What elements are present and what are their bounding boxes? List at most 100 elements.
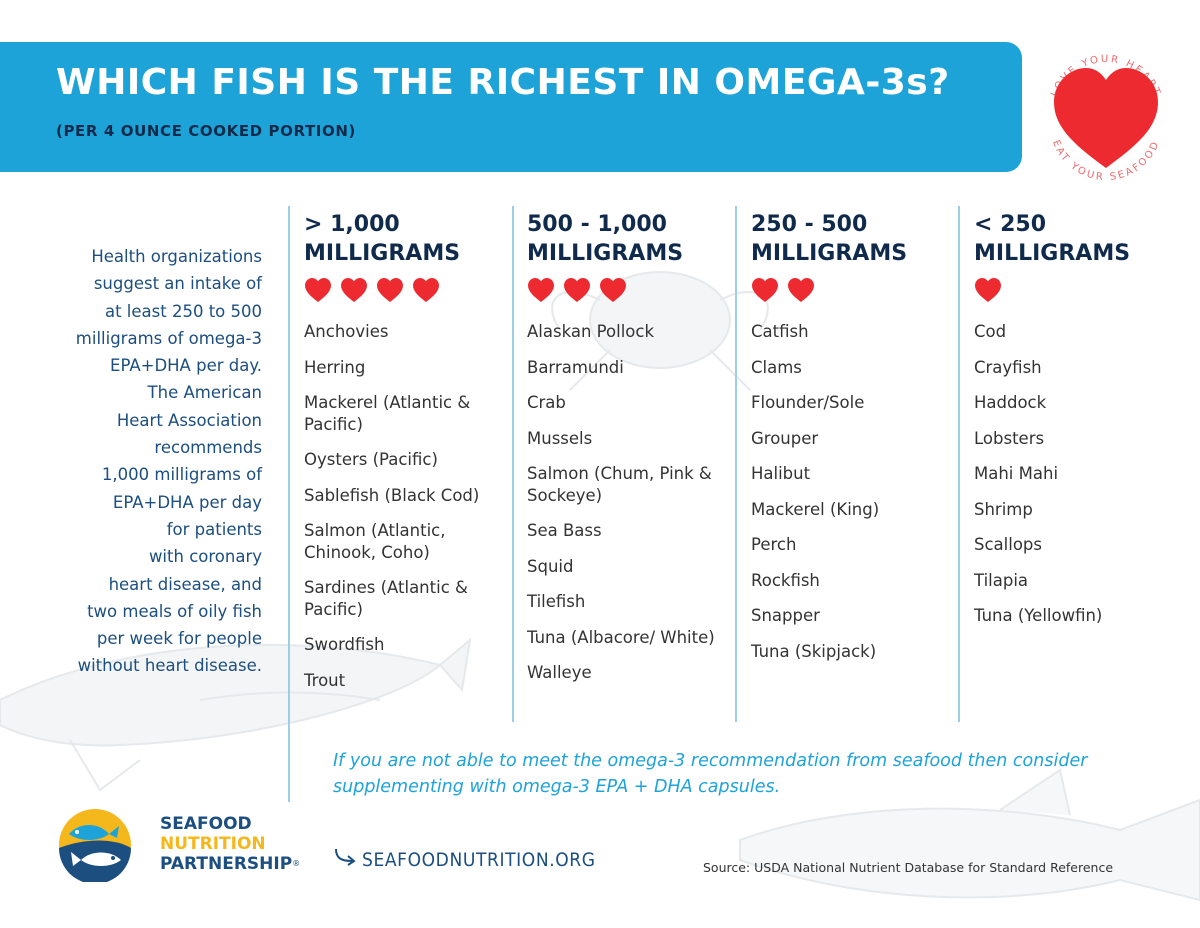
title-banner: WHICH FISH IS THE RICHEST IN OMEGA-3s? (… — [0, 42, 1022, 172]
heading-unit: MILLIGRAMS — [527, 241, 684, 266]
intro-line: two meals of oily fish — [87, 601, 262, 621]
curved-arrow-icon — [335, 848, 356, 866]
fish-item: Barramundi — [527, 357, 624, 377]
column-divider — [512, 206, 514, 722]
fish-item: Mussels — [527, 428, 593, 448]
fish-item: Tuna (Skipjack) — [751, 641, 877, 661]
column-heading: > 1,000 MILLIGRAMS — [304, 210, 516, 268]
heart-rating — [751, 277, 963, 305]
heading-unit: MILLIGRAMS — [304, 241, 461, 266]
heart-icon — [564, 278, 590, 302]
fish-list: Catfish Clams Flounder/Sole Grouper Halibut M… — [751, 321, 963, 662]
heart-icon — [305, 278, 331, 302]
fish-item: Tilapia — [974, 570, 1029, 590]
fish-item: Catfish — [751, 322, 809, 341]
fish-list: Cod Crayfish Haddock Lobsters Mahi Mahi Shrim… — [974, 321, 1186, 627]
fish-item: Mackerel (Atlantic & Pacific) — [304, 393, 471, 434]
fish-item: Crab — [527, 393, 566, 412]
intro-line: per week for people — [96, 629, 262, 649]
page-title: WHICH FISH IS THE RICHEST IN OMEGA-3s? — [56, 62, 950, 103]
intro-line: for patients — [166, 519, 262, 539]
intro-paragraph: Health organizations suggest an intake of… — [40, 243, 262, 680]
heart-rating — [304, 277, 516, 305]
fish-item: Mackerel (King) — [751, 499, 880, 519]
intro-line: milligrams of omega-3 — [75, 328, 262, 348]
column-under-250: < 250 MILLIGRAMS Cod Crayfish Haddock Lobst… — [974, 210, 1186, 641]
intro-line: EPA+DHA per day — [112, 492, 262, 512]
fish-list: Alaskan Pollock Barramundi Crab Mussels Salm… — [527, 321, 739, 684]
intro-line: Health organizations — [91, 247, 262, 266]
fish-item: Squid — [527, 556, 574, 576]
fish-item: Swordfish — [304, 635, 385, 654]
logo-line3: PARTNERSHIP — [160, 854, 293, 874]
fish-item: Crayfish — [974, 357, 1042, 377]
heart-icon — [788, 278, 814, 302]
column-divider — [958, 206, 960, 722]
column-divider — [288, 206, 290, 802]
heading-range: > 1,000 — [304, 212, 400, 237]
intro-line: without heart disease. — [77, 656, 262, 676]
fish-item: Sablefish (Black Cod) — [304, 485, 480, 505]
seafood-nutrition-logo-icon — [59, 809, 131, 882]
heart-icon — [377, 278, 403, 302]
fish-item: Tuna (Yellowfin) — [974, 606, 1103, 625]
source-citation: Source: USDA National Nutrient Database … — [703, 860, 1114, 875]
heading-unit: MILLIGRAMS — [974, 241, 1131, 266]
intro-line: heart disease, and — [108, 574, 262, 594]
fish-item: Alaskan Pollock — [527, 322, 655, 341]
heart-icon — [600, 278, 626, 302]
fish-item: Perch — [751, 535, 797, 554]
fish-item: Anchovies — [304, 322, 389, 341]
intro-line: recommends — [154, 438, 262, 458]
heart-icon — [341, 278, 367, 302]
logo-wordmark: SEAFOOD NUTRITION PARTNERSHIP® — [160, 814, 300, 874]
intro-line: with coronary — [148, 547, 262, 567]
fish-item: Tuna (Albacore/ White) — [527, 627, 715, 647]
intro-line: 1,000 milligrams of — [101, 465, 262, 485]
heart-icon — [413, 278, 439, 302]
column-500-1000: 500 - 1,000 MILLIGRAMS Alaskan Pollock Ba… — [527, 210, 739, 698]
fish-item: Oysters (Pacific) — [304, 450, 438, 469]
fish-item: Sea Bass — [527, 521, 602, 540]
intro-line: The American — [147, 383, 262, 403]
column-heading: 250 - 500 MILLIGRAMS — [751, 210, 963, 268]
fish-item: Cod — [974, 322, 1007, 341]
page-subtitle: (PER 4 OUNCE COOKED PORTION) — [56, 122, 356, 140]
fish-item: Halibut — [751, 464, 811, 483]
logo-line2: NUTRITION — [160, 834, 266, 854]
fish-item: Lobsters — [974, 428, 1045, 448]
registered-mark: ® — [292, 859, 301, 868]
fish-item: Trout — [304, 670, 346, 690]
fish-item: Grouper — [751, 428, 819, 448]
heading-range: < 250 — [974, 212, 1047, 237]
heart-icon — [1054, 68, 1158, 168]
column-heading: 500 - 1,000 MILLIGRAMS — [527, 210, 739, 268]
heart-icon — [528, 278, 554, 302]
love-your-heart-badge: LOVE YOUR HEART EAT YOUR SEAFOOD — [1049, 54, 1160, 183]
fish-item: Salmon (Atlantic, Chinook, Coho) — [304, 521, 446, 562]
fish-item: Haddock — [974, 393, 1047, 412]
fish-item: Tilefish — [527, 592, 586, 611]
intro-line: at least 250 to 500 — [104, 301, 262, 321]
fish-item: Sardines (Atlantic & Pacific) — [304, 578, 468, 619]
intro-line: suggest an intake of — [93, 274, 262, 294]
fish-item: Rockfish — [751, 570, 820, 590]
column-250-500: 250 - 500 MILLIGRAMS Catfish Clams Flounde… — [751, 210, 963, 676]
column-over-1000: > 1,000 MILLIGRAMS Anchovies Herring Macke… — [304, 210, 516, 705]
column-divider — [735, 206, 737, 722]
logo-line1: SEAFOOD — [160, 814, 252, 834]
intro-line: EPA+DHA per day. — [110, 356, 262, 376]
heart-icon — [752, 278, 778, 302]
intro-line: Heart Association — [116, 410, 262, 430]
fish-item: Walleye — [527, 663, 592, 682]
fish-item: Salmon (Chum, Pink & Sockeye) — [527, 464, 712, 505]
heart-rating — [527, 277, 739, 305]
heading-range: 250 - 500 — [751, 212, 868, 237]
fish-item: Mahi Mahi — [974, 464, 1059, 483]
fish-item: Scallops — [974, 535, 1042, 554]
website-link[interactable]: SEAFOODNUTRITION.ORG — [362, 849, 596, 871]
column-heading: < 250 MILLIGRAMS — [974, 210, 1186, 268]
fish-item: Herring — [304, 357, 366, 377]
